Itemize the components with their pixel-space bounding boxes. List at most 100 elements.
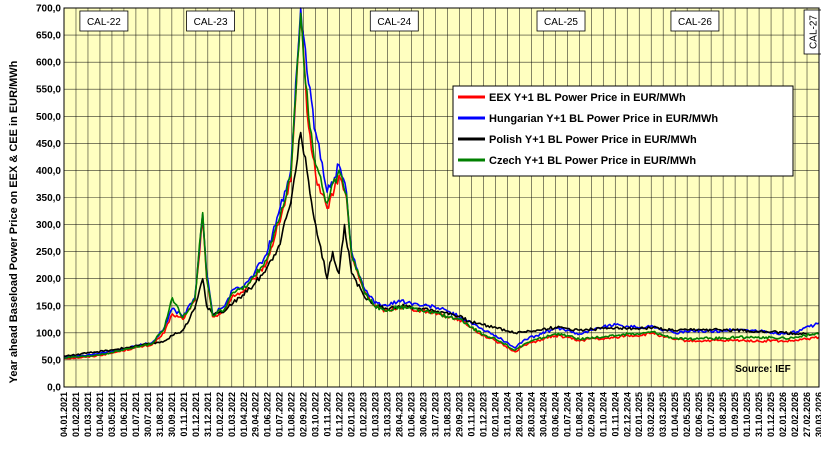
period-label-text: CAL-24	[377, 17, 411, 28]
legend-label: Polish Y+1 BL Power Price in EUR/MWh	[489, 134, 697, 146]
x-tick-label: 01.08.2025	[718, 392, 728, 437]
x-tick-label: 04.01.2021	[59, 392, 69, 437]
x-tick-label: 02.09.2024	[586, 392, 596, 437]
y-axis-label: Year ahead Baseload Power Price on EEX &…	[8, 60, 20, 383]
series-layer	[63, 7, 820, 360]
y-tick-label: 600,0	[36, 58, 61, 69]
y-tick-label: 200,0	[36, 274, 61, 285]
x-tick-label: 01.03.2023	[371, 392, 381, 437]
x-tick-label: 30.04.2024	[538, 392, 548, 437]
period-label-box	[369, 10, 419, 32]
y-tick-label: 250,0	[36, 247, 61, 258]
x-tick-label: 01.10.2025	[742, 392, 752, 437]
x-tick-label: 02.05.2025	[682, 392, 692, 437]
period-label: CAL-24	[369, 10, 419, 32]
x-tick-label: 30.07.2021	[143, 392, 153, 437]
x-tick-label: 01.07.2021	[131, 392, 141, 437]
period-label-box	[803, 9, 821, 55]
period-label-text: CAL-25	[544, 17, 578, 28]
x-tick-label: 01.06.2021	[119, 392, 129, 437]
x-tick-label: 01.12.2022	[335, 392, 345, 437]
x-tick-label: 28.03.2024	[526, 392, 536, 437]
x-tick-label: 01.09.2025	[730, 392, 740, 437]
period-label: CAL-23	[186, 10, 235, 32]
x-tick-label: 01.02.2022	[215, 392, 225, 437]
x-tick-label: 01.10.2024	[598, 392, 608, 437]
x-tick-label: 02.09.2022	[299, 392, 309, 437]
period-label: CAL-22	[79, 10, 129, 32]
legend: EEX Y+1 BL Power Price in EUR/MWh Hungari…	[452, 85, 794, 177]
x-tick-label: 01.03.2021	[83, 392, 93, 437]
series-line	[63, 12, 820, 359]
x-tick-label: 03.05.2021	[107, 392, 117, 437]
legend-label: Czech Y+1 BL Power Price in EUR/MWh	[489, 155, 696, 167]
x-tick-label: 01.07.2024	[562, 392, 572, 437]
period-label-box	[186, 10, 235, 32]
x-tick-label: 01.12.2023	[478, 392, 488, 437]
period-label-text: CAL-26	[678, 17, 712, 28]
x-tick-label: 03.02.2025	[646, 392, 656, 437]
period-label: CAL-26	[670, 10, 720, 32]
y-tick-label: 700,0	[36, 4, 61, 15]
y-tick-label: 350,0	[36, 193, 61, 204]
x-tick-label: 28.02.2024	[514, 392, 524, 437]
plot-border	[63, 7, 820, 388]
y-tick-label: 400,0	[36, 166, 61, 177]
x-tick-label: 03.06.2024	[550, 392, 560, 437]
x-tick-label: 03.03.2025	[658, 392, 668, 437]
y-tick-label: 650,0	[36, 31, 61, 42]
period-labels: CAL-22 CAL-23 CAL-24 CAL-25 CAL-26 CAL-27	[79, 9, 821, 55]
x-tick-label: 01.12.2021	[191, 392, 201, 437]
x-tick-label: 30.09.2021	[167, 392, 177, 437]
x-tick-label: 27.02.2026	[802, 392, 812, 437]
y-tick-label: 550,0	[36, 85, 61, 96]
x-tick-label: 31.03.2023	[383, 392, 393, 437]
period-label: CAL-25	[536, 10, 586, 32]
period-label-text: CAL-22	[87, 17, 121, 28]
x-tick-label: 01.04.2021	[95, 392, 105, 437]
x-tick-label: 02.02.2026	[790, 392, 800, 437]
x-tick-label: 01.02.2023	[359, 392, 369, 437]
x-tick-label: 31.07.2023	[431, 392, 441, 437]
x-tick-label: 28.04.2023	[395, 392, 405, 437]
x-tick-label: 29.04.2022	[251, 392, 261, 437]
x-tick-label: 01.06.2022	[263, 392, 273, 437]
x-tick-label: 01.11.2024	[610, 392, 620, 437]
x-tick-label: 01.04.2025	[670, 392, 680, 437]
source-note: Source: IEF	[735, 364, 791, 375]
y-axis: 0,0 50,0 100,0 150,0 200,0 250,0 300,0 350,0 400…	[36, 4, 61, 394]
legend-label: Hungarian Y+1 BL Power Price in EUR/MWh	[489, 113, 718, 125]
period-label-text: CAL-23	[194, 17, 228, 28]
period-label-box	[536, 10, 586, 32]
x-tick-label: 02.01.2023	[347, 392, 357, 437]
period-label-text: CAL-27	[809, 15, 820, 49]
x-tick-label: 01.07.2025	[706, 392, 716, 437]
x-tick-label: 01.04.2022	[239, 392, 249, 437]
x-tick-label: 02.01.2026	[778, 392, 788, 437]
x-tick-label: 31.08.2021	[155, 392, 165, 437]
x-tick-label: 02.01.2024	[490, 392, 500, 437]
x-tick-label: 02.12.2024	[622, 392, 632, 437]
x-tick-label: 01.06.2023	[407, 392, 417, 437]
legend-label: EEX Y+1 BL Power Price in EUR/MWh	[489, 92, 686, 104]
x-tick-label: 01.03.2022	[227, 392, 237, 437]
x-tick-label: 31.12.2021	[203, 392, 213, 437]
x-tick-label: 31.10.2025	[754, 392, 764, 437]
x-tick-label: 30.06.2023	[419, 392, 429, 437]
y-tick-label: 500,0	[36, 112, 61, 123]
x-tick-label: 01.11.2022	[323, 392, 333, 437]
x-tick-label: 31.08.2023	[442, 392, 452, 437]
x-axis: 04.01.2021 01.02.2021 01.03.2021 01.04.2021…	[59, 392, 821, 437]
x-tick-label: 01.11.2023	[466, 392, 476, 437]
x-tick-label: 03.10.2022	[311, 392, 321, 437]
legend-box	[452, 85, 794, 177]
x-tick-label: 30.03.2026	[814, 392, 821, 437]
y-tick-label: 150,0	[36, 301, 61, 312]
period-label-box	[79, 10, 129, 32]
y-tick-label: 300,0	[36, 220, 61, 231]
period-label: CAL-27	[803, 9, 821, 55]
x-tick-label: 31.01.2024	[502, 392, 512, 437]
x-tick-label: 29.09.2023	[454, 392, 464, 437]
y-tick-label: 100,0	[36, 328, 61, 339]
